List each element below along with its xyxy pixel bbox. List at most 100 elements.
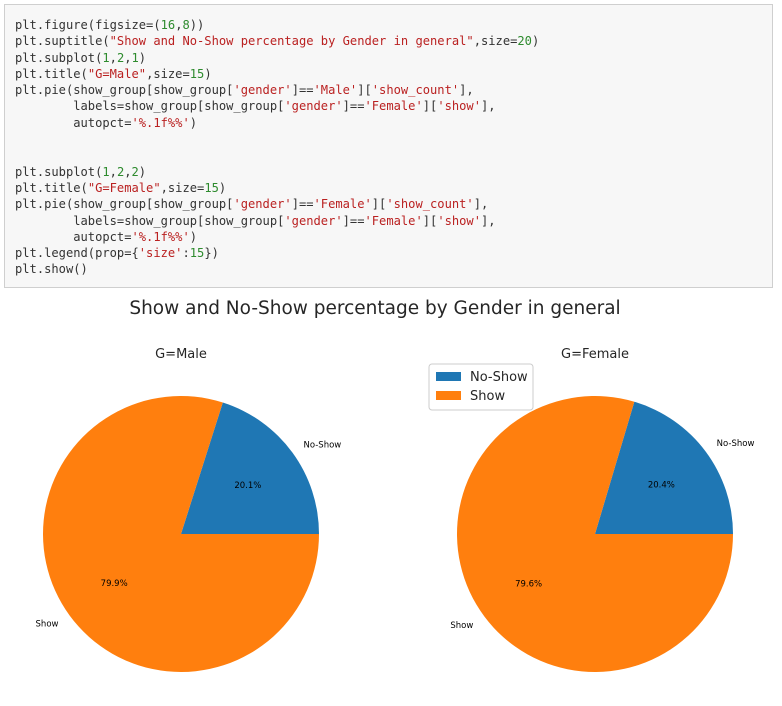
- slice-label: Show: [36, 620, 59, 630]
- code-token: '%.1f%%': [131, 229, 190, 244]
- code-line: plt.suptitle("Show and No-Show percentag…: [15, 33, 539, 49]
- legend-label: Show: [470, 389, 505, 404]
- slice-label: No-Show: [717, 439, 755, 449]
- pie-slice: [181, 402, 319, 534]
- code-token: 2: [116, 164, 125, 179]
- code-token: 'gender': [284, 99, 343, 114]
- pie-subplot: G=Female 20.4% No-Show 79.6% Show: [450, 347, 754, 672]
- code-line: plt.legend(prop={'size':15}): [15, 245, 539, 261]
- code-token: ): [531, 34, 540, 49]
- slice-percentage: 20.1%: [234, 481, 261, 491]
- code-token: 20: [517, 34, 532, 49]
- code-token: "G=Male": [87, 66, 147, 81]
- code-token: ): [189, 115, 198, 130]
- code-token: )): [189, 18, 205, 32]
- code-token: plt.suptitle(: [15, 34, 110, 49]
- code-token: 15: [189, 66, 205, 81]
- code-token: }): [204, 246, 219, 261]
- code-token: ],: [459, 83, 474, 98]
- code-line: labels=show_group[show_group['gender']==…: [15, 213, 539, 229]
- code-token: ,: [124, 50, 132, 65]
- code-token: ,: [124, 164, 132, 179]
- code-token: ]==: [291, 197, 314, 212]
- code-token: ]==: [342, 213, 365, 228]
- code-line: labels=show_group[show_group['gender']==…: [15, 98, 539, 114]
- code-token: labels=show_group[show_group[: [15, 213, 285, 228]
- figure: Show and No-Show percentage by Gender in…: [36, 298, 754, 672]
- code-line: plt.show(): [15, 261, 539, 277]
- slice-percentage: 79.9%: [101, 579, 128, 589]
- slice-label: No-Show: [304, 440, 342, 450]
- code-token: '%.1f%%': [131, 115, 190, 130]
- slice-percentage: 79.6%: [515, 580, 542, 590]
- pie-subplot: G=Male 20.1% No-Show 79.9% Show: [36, 347, 342, 672]
- code-token: 1: [102, 50, 110, 65]
- code-token: ],: [481, 99, 496, 114]
- legend-swatch: [436, 391, 461, 400]
- code-token: 'Female': [313, 197, 372, 212]
- code-token: ][: [422, 99, 438, 114]
- code-line: autopct='%.1f%%'): [15, 229, 539, 245]
- code-token: ): [138, 164, 147, 179]
- code-token: 16: [160, 18, 176, 32]
- code-token: plt.title(: [15, 66, 88, 81]
- code-line: plt.title("G=Male",size=15): [15, 66, 539, 82]
- code-token: 1: [102, 164, 110, 179]
- code-editor[interactable]: plt.figure(figsize=(16,8)) plt.suptitle("…: [15, 17, 539, 278]
- code-token: ,size=: [146, 66, 190, 81]
- pie-slice: [595, 401, 733, 534]
- code-token: autopct=: [15, 229, 132, 244]
- code-token: plt.figure(figsize=(: [15, 18, 161, 32]
- legend: No-Show Show: [428, 363, 534, 411]
- code-line: plt.subplot(1,2,1): [15, 50, 539, 66]
- code-token: plt.show(): [15, 262, 88, 277]
- code-token: 'show_count': [371, 83, 460, 98]
- code-token: 'gender': [233, 83, 292, 98]
- slice-label: Show: [450, 621, 473, 631]
- code-token: ,: [175, 18, 183, 32]
- code-token: 2: [131, 164, 139, 179]
- code-line: ​: [15, 131, 539, 147]
- code-token: ][: [371, 197, 387, 212]
- code-line: autopct='%.1f%%'): [15, 115, 539, 131]
- code-token: plt.subplot(: [15, 50, 103, 65]
- code-token: plt.pie(show_group[show_group[: [15, 197, 234, 212]
- code-token: 'size': [138, 246, 183, 261]
- code-line: plt.subplot(1,2,2): [15, 164, 539, 180]
- code-cell[interactable]: plt.figure(figsize=(16,8)) plt.suptitle("…: [4, 4, 773, 288]
- code-token: 'gender': [284, 213, 343, 228]
- code-line: plt.figure(figsize=(16,8)): [15, 17, 539, 33]
- code-token: ,size=: [160, 180, 205, 195]
- code-token: ): [189, 229, 198, 244]
- code-token: ): [138, 50, 147, 65]
- code-token: 2: [116, 50, 125, 65]
- code-line: plt.pie(show_group[show_group['gender']=…: [15, 196, 539, 212]
- pie-title: G=Female: [561, 347, 629, 362]
- code-token: 'Male': [313, 83, 358, 98]
- code-token: 8: [182, 18, 190, 32]
- code-token: ): [204, 66, 212, 81]
- code-token: "G=Female": [87, 180, 161, 195]
- code-token: 'show': [437, 99, 481, 114]
- code-token: 1: [131, 50, 139, 65]
- code-token: 15: [189, 246, 205, 261]
- legend-label: No-Show: [470, 370, 528, 385]
- slice-percentage: 20.4%: [648, 480, 675, 490]
- code-line: plt.title("G=Female",size=15): [15, 180, 539, 196]
- code-token: labels=show_group[show_group[: [15, 99, 285, 114]
- code-token: ): [218, 180, 227, 195]
- code-token: 'Female': [364, 99, 423, 114]
- code-line: plt.pie(show_group[show_group['gender']=…: [15, 82, 539, 98]
- pie-title: G=Male: [155, 347, 207, 362]
- code-token: ][: [422, 213, 438, 228]
- code-token: autopct=: [15, 115, 132, 130]
- code-token: ],: [473, 197, 489, 212]
- code-token: plt.pie(show_group[show_group[: [15, 83, 234, 98]
- code-token: ,: [109, 50, 117, 65]
- code-token: ,: [109, 164, 117, 179]
- code-token: ][: [357, 83, 372, 98]
- code-token: plt.title(: [15, 180, 88, 195]
- code-token: 'show_count': [386, 197, 474, 212]
- code-token: ]==: [342, 99, 365, 114]
- pie-slice: [457, 396, 733, 672]
